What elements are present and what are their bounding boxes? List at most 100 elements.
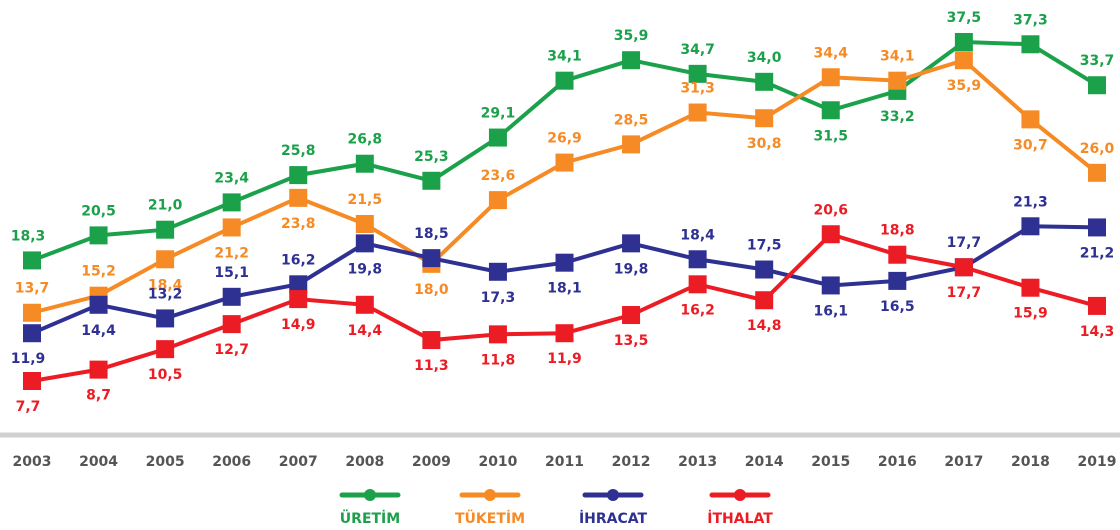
legend-marker [364,489,376,501]
x-tick-label: 2016 [878,454,917,470]
data-label: 18,4 [148,277,183,293]
data-label: 26,9 [547,131,582,147]
marker [755,109,774,128]
data-label: 34,1 [547,49,582,65]
data-label: 15,2 [81,264,116,280]
marker [355,295,374,314]
marker [888,71,907,90]
marker [821,101,840,120]
legend-label: İHRACAT [579,510,648,527]
data-label: 13,5 [614,333,649,349]
marker [954,51,973,70]
data-label: 23,6 [481,168,516,184]
data-label: 11,9 [11,351,46,367]
marker [1021,278,1040,297]
data-label: 18,1 [547,281,582,297]
marker [89,295,108,314]
data-label: 16,2 [680,302,715,318]
legend-label: ÜRETİM [340,509,400,527]
marker [222,218,241,237]
marker [355,154,374,173]
marker [1021,217,1040,236]
marker [222,193,241,212]
x-tick-label: 2017 [944,454,983,470]
x-tick-label: 2003 [13,454,52,470]
marker [89,360,108,379]
marker [1088,296,1106,315]
x-tick-label: 2009 [412,454,451,470]
data-label: 13,7 [15,281,50,297]
legend-marker [734,489,746,501]
marker [688,250,707,269]
data-label: 23,4 [214,170,249,186]
data-label: 29,1 [481,106,516,122]
marker [622,306,641,325]
data-label: 21,2 [214,245,249,261]
marker [821,225,840,244]
data-label: 12,7 [214,342,249,358]
x-tick-label: 2010 [478,454,517,470]
x-tick-label: 2019 [1078,454,1117,470]
marker [156,220,175,239]
marker [488,325,507,344]
data-label: 26,8 [348,132,383,148]
data-label: 20,5 [81,203,116,219]
data-label: 16,5 [880,299,915,315]
marker [156,309,175,328]
data-label: 21,2 [1080,245,1115,261]
data-label: 21,3 [1013,194,1048,210]
marker [422,249,441,268]
marker [289,166,308,185]
data-label: 21,5 [348,192,383,208]
data-label: 33,2 [880,109,915,125]
marker [1088,218,1106,237]
marker [289,188,308,207]
marker [688,64,707,83]
marker [1088,76,1106,95]
data-label: 18,3 [11,228,46,244]
data-label: 14,4 [81,323,116,339]
marker [289,290,308,309]
marker [954,33,973,51]
data-label: 18,4 [680,227,715,243]
data-label: 20,6 [813,202,848,218]
marker [888,245,907,264]
data-label: 28,5 [614,112,649,128]
marker [821,68,840,87]
marker [755,72,774,91]
data-label: 31,3 [680,81,715,97]
x-tick-label: 2013 [678,454,717,470]
data-label: 34,0 [747,50,782,66]
marker [156,250,175,269]
marker [23,372,41,390]
x-tick-label: 2014 [745,454,784,470]
data-label: 14,8 [747,318,782,334]
data-label: 11,3 [414,358,449,374]
data-label: 16,1 [813,303,848,319]
data-label: 18,8 [880,223,915,239]
x-tick-label: 2007 [279,454,318,470]
x-tick-label: 2005 [146,454,185,470]
data-label: 35,9 [947,78,982,94]
data-label: 37,3 [1013,12,1048,28]
marker [488,191,507,210]
data-label: 30,8 [747,136,782,152]
marker [622,135,641,154]
marker [821,276,840,295]
marker [222,315,241,334]
data-label: 31,5 [813,128,848,144]
data-label: 25,8 [281,143,316,159]
marker [355,215,374,234]
marker [555,253,574,272]
marker [222,287,241,306]
x-tick-label: 2008 [345,454,384,470]
legend-marker [484,489,496,501]
marker [1021,35,1040,54]
data-label: 33,7 [1080,53,1115,69]
data-label: 35,9 [614,28,649,44]
x-tick-label: 2004 [79,454,118,470]
series-line [31,57,1099,315]
marker [289,275,308,294]
marker [488,262,507,281]
marker [23,324,41,343]
